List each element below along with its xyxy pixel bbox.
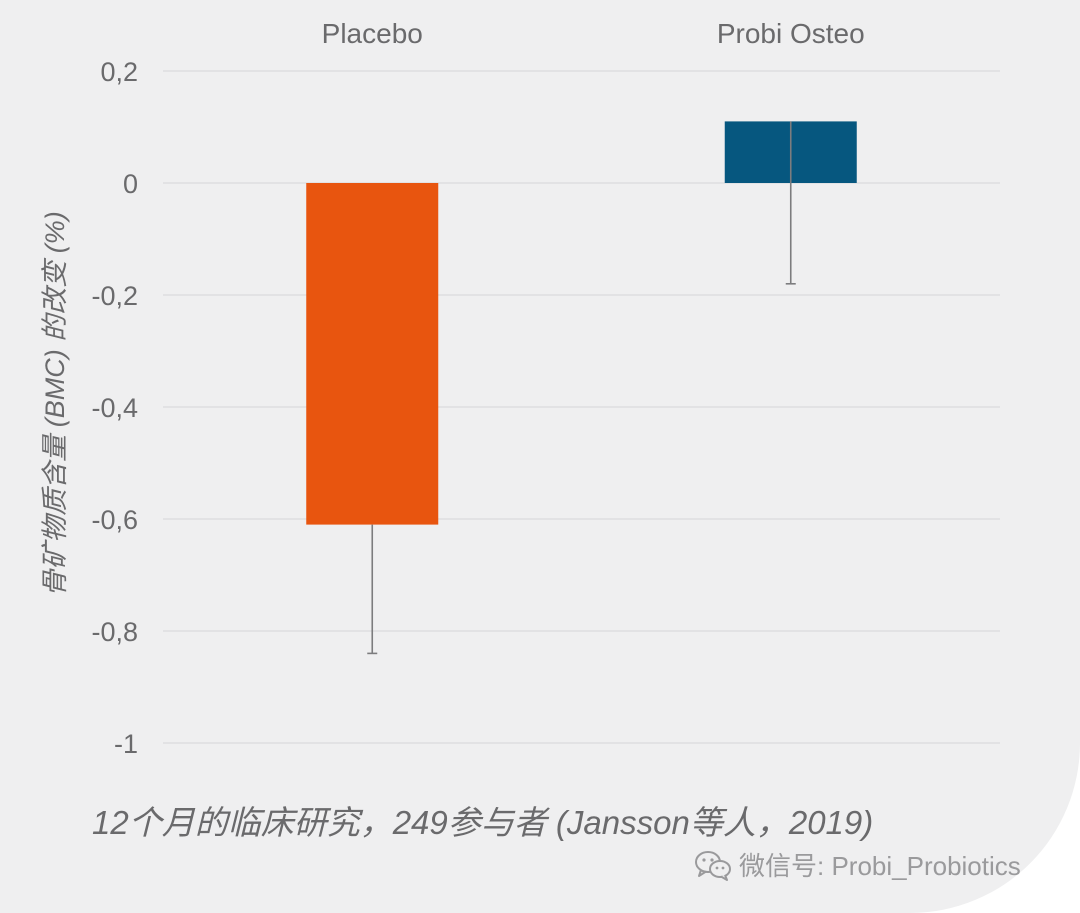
y-tick-label: -0,2 (91, 281, 138, 311)
watermark: 微信号: Probi_Probiotics (693, 846, 1021, 883)
watermark-text: 微信号: Probi_Probiotics (739, 851, 1021, 881)
y-axis-ticks: 0,2 0 -0,2 -0,4 -0,6 -0,8 -1 (91, 57, 138, 759)
category-label: Placebo (322, 18, 423, 49)
gridlines (163, 70, 1000, 744)
category-label: Probi Osteo (717, 18, 865, 49)
wechat-icon (695, 850, 731, 881)
y-tick-label: -1 (114, 729, 138, 759)
error-bars (367, 121, 796, 655)
y-tick-label: 0 (123, 169, 138, 199)
y-axis-title: 骨矿物质含量 (BMC) 的改变 (%) (40, 211, 70, 596)
study-caption: 12个月的临床研究，249参与者 (Jansson等人，2019) (92, 804, 874, 841)
y-tick-label: -0,8 (91, 617, 138, 647)
y-tick-label: 0,2 (100, 57, 138, 87)
bars (306, 121, 857, 525)
y-tick-label: -0,4 (91, 393, 138, 423)
category-labels: Placebo Probi Osteo (322, 18, 865, 49)
bar-placebo (306, 183, 439, 525)
y-tick-label: -0,6 (91, 505, 138, 535)
